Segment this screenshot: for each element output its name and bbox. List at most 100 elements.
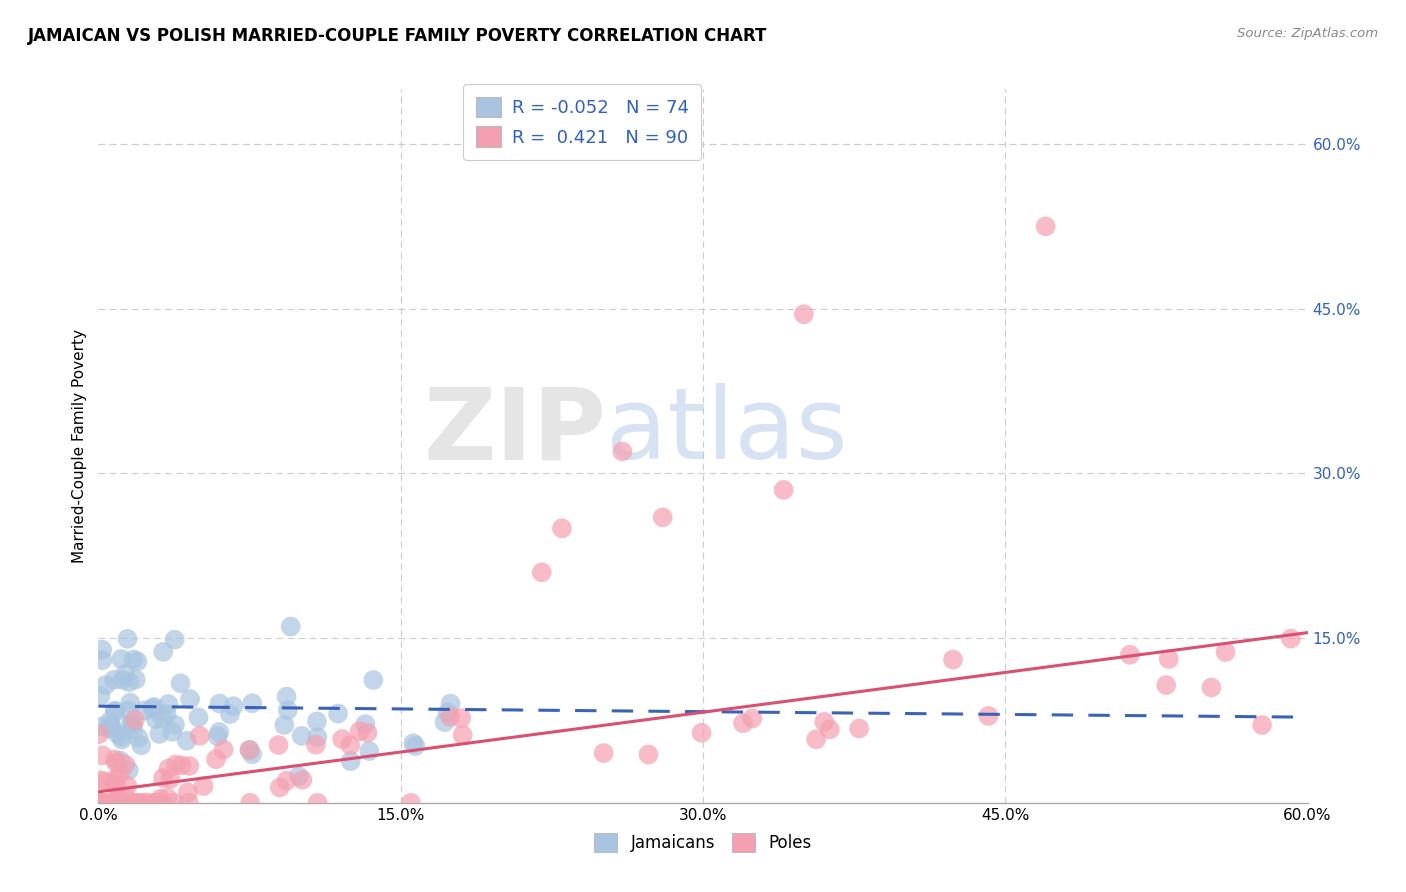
Point xyxy=(98,714,121,728)
Point xyxy=(117,779,139,793)
Point xyxy=(134,703,156,717)
Point xyxy=(91,653,114,667)
Point xyxy=(91,642,114,657)
Point xyxy=(124,713,146,727)
Point xyxy=(238,743,260,757)
Point xyxy=(114,757,136,772)
Point xyxy=(112,796,135,810)
Point xyxy=(155,707,177,722)
Point xyxy=(104,704,127,718)
Point xyxy=(111,673,134,687)
Point xyxy=(208,697,231,711)
Point xyxy=(118,704,141,718)
Point xyxy=(612,444,634,458)
Point xyxy=(129,739,152,753)
Point xyxy=(1154,678,1177,692)
Point xyxy=(848,722,870,736)
Point xyxy=(120,715,142,730)
Point xyxy=(163,796,186,810)
Point xyxy=(115,792,138,806)
Point xyxy=(96,796,118,810)
Point xyxy=(1251,718,1274,732)
Point xyxy=(89,773,111,788)
Point xyxy=(359,744,381,758)
Point xyxy=(170,758,193,772)
Point xyxy=(135,795,157,809)
Point xyxy=(177,785,200,799)
Point xyxy=(276,690,298,704)
Point xyxy=(91,796,114,810)
Point xyxy=(307,796,329,810)
Point xyxy=(163,632,186,647)
Point xyxy=(152,711,174,725)
Point xyxy=(152,771,174,785)
Point xyxy=(121,716,143,731)
Point xyxy=(165,757,187,772)
Point xyxy=(330,732,353,747)
Point xyxy=(239,796,262,810)
Point xyxy=(105,756,128,770)
Point xyxy=(399,796,422,810)
Point xyxy=(91,748,114,763)
Point xyxy=(103,776,125,790)
Point xyxy=(439,710,461,724)
Point xyxy=(90,719,112,733)
Point xyxy=(273,718,295,732)
Point xyxy=(100,719,122,733)
Point xyxy=(205,752,228,766)
Point xyxy=(114,667,136,681)
Point xyxy=(107,792,129,806)
Point xyxy=(305,714,328,729)
Point xyxy=(530,566,553,580)
Point xyxy=(87,727,110,741)
Point xyxy=(436,706,458,720)
Point xyxy=(118,763,141,777)
Point xyxy=(157,697,180,711)
Point xyxy=(804,732,827,747)
Point xyxy=(107,727,129,741)
Point xyxy=(404,739,426,753)
Point xyxy=(149,791,172,805)
Point xyxy=(280,619,302,633)
Point xyxy=(731,716,754,731)
Point xyxy=(176,733,198,747)
Point xyxy=(212,742,235,756)
Point xyxy=(143,796,166,810)
Point xyxy=(111,796,134,810)
Point xyxy=(110,652,132,666)
Point xyxy=(163,717,186,731)
Point xyxy=(122,652,145,666)
Point xyxy=(131,796,153,810)
Point xyxy=(177,796,200,810)
Point xyxy=(111,730,134,744)
Point xyxy=(356,725,378,739)
Point xyxy=(305,738,328,752)
Point xyxy=(942,652,965,666)
Point xyxy=(339,754,361,768)
Point xyxy=(690,726,713,740)
Point xyxy=(148,727,170,741)
Point xyxy=(637,747,659,762)
Point xyxy=(93,774,115,789)
Point xyxy=(108,767,131,781)
Point xyxy=(219,707,242,722)
Point xyxy=(402,736,425,750)
Point xyxy=(124,796,146,810)
Point xyxy=(818,723,841,737)
Point xyxy=(148,796,170,810)
Point xyxy=(276,773,298,788)
Point xyxy=(127,796,149,810)
Point xyxy=(1201,681,1223,695)
Text: JAMAICAN VS POLISH MARRIED-COUPLE FAMILY POVERTY CORRELATION CHART: JAMAICAN VS POLISH MARRIED-COUPLE FAMILY… xyxy=(28,27,768,45)
Point xyxy=(127,654,149,668)
Point xyxy=(288,769,311,783)
Point xyxy=(307,730,329,744)
Point xyxy=(1279,632,1302,646)
Text: Source: ZipAtlas.com: Source: ZipAtlas.com xyxy=(1237,27,1378,40)
Point xyxy=(90,796,112,810)
Point xyxy=(100,719,122,733)
Point xyxy=(326,706,349,721)
Point xyxy=(1119,648,1142,662)
Point xyxy=(94,678,117,692)
Point xyxy=(104,752,127,766)
